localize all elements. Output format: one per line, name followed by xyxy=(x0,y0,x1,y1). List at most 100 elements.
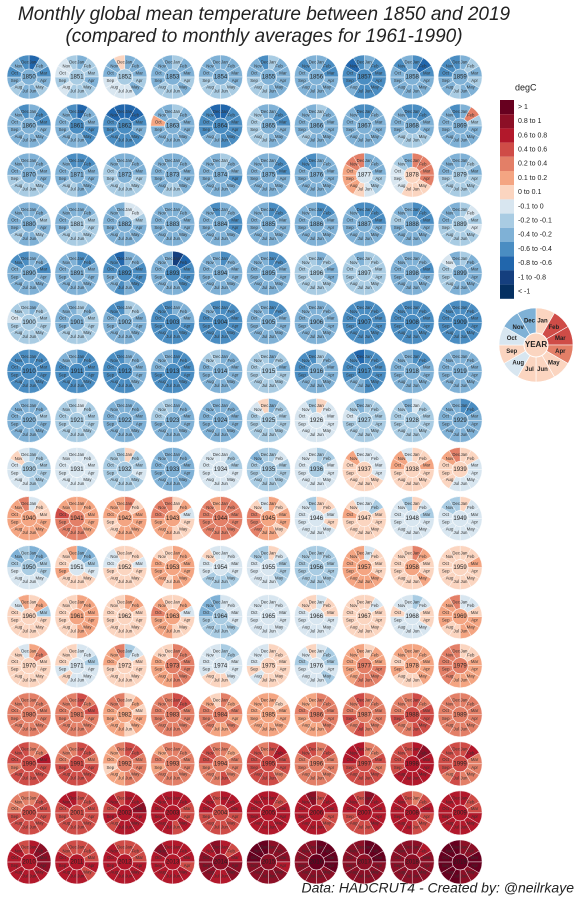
month-label: Jun xyxy=(221,874,229,879)
month-label: Jun xyxy=(221,530,229,535)
month-label: Mar xyxy=(88,414,96,419)
month-label: Feb xyxy=(132,309,140,314)
month-label: Jun xyxy=(125,432,133,437)
month-label: Jan xyxy=(221,305,229,310)
month-label: Apr xyxy=(136,765,143,770)
month-label: Apr xyxy=(280,863,287,868)
month-label: Feb xyxy=(132,358,140,363)
month-label: Jul xyxy=(214,775,220,780)
month-label: Aug xyxy=(446,379,454,384)
month-label: Oct xyxy=(11,806,18,811)
month-label: May xyxy=(83,821,92,826)
month-label: Jun xyxy=(77,383,85,388)
month-label: Sep xyxy=(250,176,258,181)
year-label: 1959 xyxy=(453,565,467,571)
year-label: 1936 xyxy=(310,467,324,473)
month-label: Jun xyxy=(365,285,373,290)
year-label: 2012 xyxy=(118,860,132,866)
year-label: 1909 xyxy=(453,320,467,326)
month-label: Jan xyxy=(365,256,373,261)
month-label: Oct xyxy=(347,414,354,419)
month-label: Aug xyxy=(15,232,23,237)
month-label: Apr xyxy=(232,78,239,83)
month-label: Feb xyxy=(84,554,92,559)
month-label: May xyxy=(83,673,92,678)
month-label: Nov xyxy=(110,113,118,118)
month-label: Feb xyxy=(371,652,379,657)
month-label: Apr xyxy=(471,520,478,525)
month-label: Jan xyxy=(269,207,277,212)
month-label: Feb xyxy=(132,456,140,461)
month-label: Dec xyxy=(165,256,173,261)
month-label: May xyxy=(371,821,380,826)
month-label: Apr xyxy=(184,372,191,377)
month-label: Oct xyxy=(155,414,162,419)
month-label: Jan xyxy=(461,158,469,163)
legend-month-label: Apr xyxy=(555,349,566,355)
month-label: Mar xyxy=(471,267,479,272)
month-label: Dec xyxy=(117,158,125,163)
month-label: Aug xyxy=(158,722,166,727)
month-label: Aug xyxy=(62,281,70,286)
month-label: May xyxy=(131,575,140,580)
month-label: Mar xyxy=(136,119,144,124)
month-label: Apr xyxy=(471,323,478,328)
month-label: Apr xyxy=(88,520,95,525)
month-label: Oct xyxy=(203,610,210,615)
month-label: Jul xyxy=(166,530,172,535)
month-label: Mar xyxy=(423,757,431,762)
month-label: Jun xyxy=(365,334,373,339)
legend-month-label: Mar xyxy=(555,336,566,342)
year-label: 2016 xyxy=(310,860,324,866)
month-label: Aug xyxy=(62,673,70,678)
month-label: Feb xyxy=(180,456,188,461)
month-label: Apr xyxy=(471,716,478,721)
month-label: Nov xyxy=(446,211,454,216)
year-center xyxy=(451,68,469,86)
month-label: May xyxy=(275,232,284,237)
month-label: Jun xyxy=(173,481,181,486)
year-label: 1910 xyxy=(22,369,36,375)
month-label: Jan xyxy=(29,109,37,114)
month-label: May xyxy=(419,232,428,237)
year-center xyxy=(68,166,86,184)
month-label: Oct xyxy=(347,855,354,860)
month-label: Jan xyxy=(269,158,277,163)
month-label: Sep xyxy=(250,323,258,328)
month-label: Apr xyxy=(471,372,478,377)
month-label: Aug xyxy=(254,772,262,777)
year-label: 1887 xyxy=(358,222,372,228)
month-label: Dec xyxy=(69,354,77,359)
month-label: Dec xyxy=(261,256,269,261)
month-label: Oct xyxy=(394,610,401,615)
year-label: 1924 xyxy=(214,418,228,424)
month-label: Jun xyxy=(365,677,373,682)
year-label: 1881 xyxy=(70,222,84,228)
month-label: Jan xyxy=(365,207,373,212)
month-label: Jun xyxy=(221,481,229,486)
month-label: Jan xyxy=(317,305,325,310)
month-label: Jul xyxy=(118,236,124,241)
month-label: Jul xyxy=(453,874,459,879)
month-label: Apr xyxy=(232,520,239,525)
year-label: 1920 xyxy=(22,418,36,424)
month-label: May xyxy=(323,821,332,826)
year-label: 2015 xyxy=(262,860,276,866)
month-label: May xyxy=(275,428,284,433)
month-label: Feb xyxy=(227,849,235,854)
month-label: Nov xyxy=(158,260,166,265)
month-label: May xyxy=(371,232,380,237)
month-label: Mar xyxy=(375,365,383,370)
month-label: Jul xyxy=(118,187,124,192)
month-label: Jun xyxy=(365,432,373,437)
month-label: Nov xyxy=(206,260,214,265)
year-label: 1891 xyxy=(70,271,84,277)
month-label: Sep xyxy=(346,863,354,868)
month-label: Oct xyxy=(394,365,401,370)
month-label: Mar xyxy=(327,463,335,468)
month-label: Apr xyxy=(328,323,335,328)
month-label: May xyxy=(323,575,332,580)
month-label: Aug xyxy=(206,722,214,727)
month-label: Oct xyxy=(299,365,306,370)
month-label: Feb xyxy=(227,799,235,804)
